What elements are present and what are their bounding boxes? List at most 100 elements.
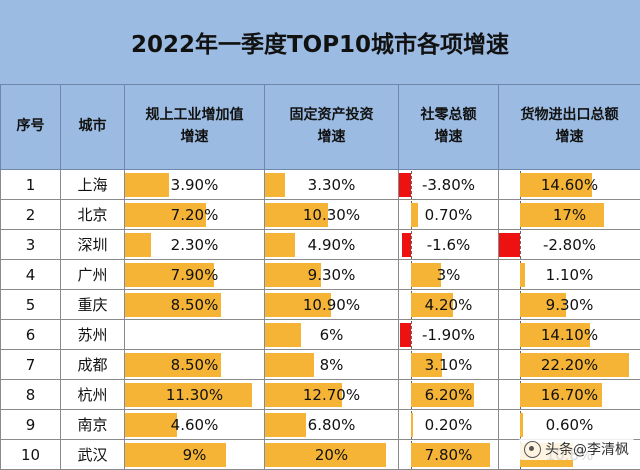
- cell-value: 4.20%: [399, 291, 498, 319]
- watermark: 头条@李清枫: [519, 438, 634, 460]
- cell-industry: 8.50%: [125, 350, 265, 380]
- cell-industry: 4.60%: [125, 410, 265, 440]
- cell-retail: 4.20%: [399, 290, 499, 320]
- cell-value: -3.80%: [399, 171, 498, 199]
- row-city: 武汉: [61, 440, 125, 470]
- header-seq: 序号: [1, 85, 61, 170]
- cell-value: 6%: [265, 321, 398, 349]
- cell-retail: 0.70%: [399, 200, 499, 230]
- row-seq: 1: [1, 170, 61, 200]
- cell-value: 3.90%: [125, 171, 264, 199]
- cell-value: 7.80%: [399, 441, 498, 469]
- cell-retail: 3.10%: [399, 350, 499, 380]
- cell-value: 0.70%: [399, 201, 498, 229]
- header-investment: 固定资产投资增速: [265, 85, 399, 170]
- cell-value: 8%: [265, 351, 398, 379]
- row-city: 重庆: [61, 290, 125, 320]
- row-seq: 5: [1, 290, 61, 320]
- cell-trade: 14.60%: [499, 170, 640, 200]
- cell-value: 9.30%: [499, 291, 640, 319]
- row-seq: 6: [1, 320, 61, 350]
- row-seq: 3: [1, 230, 61, 260]
- cell-value: 0.20%: [399, 411, 498, 439]
- cell-value: 1.10%: [499, 261, 640, 289]
- watermark-text: 头条@李清枫: [545, 439, 629, 459]
- row-city: 成都: [61, 350, 125, 380]
- cell-trade: 0.60%: [499, 410, 640, 440]
- cell-trade: -2.80%: [499, 230, 640, 260]
- cell-trade: 14.10%: [499, 320, 640, 350]
- cell-industry: [125, 320, 265, 350]
- cell-industry: 11.30%: [125, 380, 265, 410]
- cell-value: 4.60%: [125, 411, 264, 439]
- cell-investment: 20%: [265, 440, 399, 470]
- row-city: 苏州: [61, 320, 125, 350]
- row-seq: 4: [1, 260, 61, 290]
- cell-industry: 8.50%: [125, 290, 265, 320]
- cell-retail: 7.80%: [399, 440, 499, 470]
- cell-value: 6.20%: [399, 381, 498, 409]
- cell-value: 7.90%: [125, 261, 264, 289]
- cell-retail: 6.20%: [399, 380, 499, 410]
- cell-investment: 12.70%: [265, 380, 399, 410]
- cell-investment: 9.30%: [265, 260, 399, 290]
- cell-industry: 7.20%: [125, 200, 265, 230]
- row-seq: 2: [1, 200, 61, 230]
- cell-trade: 1.10%: [499, 260, 640, 290]
- cell-value: 6.80%: [265, 411, 398, 439]
- row-seq: 10: [1, 440, 61, 470]
- page-title: 2022年一季度TOP10城市各项增速: [0, 0, 640, 85]
- cell-investment: 6%: [265, 320, 399, 350]
- cell-retail: 3%: [399, 260, 499, 290]
- cell-value: 2.30%: [125, 231, 264, 259]
- cell-value: 3%: [399, 261, 498, 289]
- cell-investment: 10.90%: [265, 290, 399, 320]
- cell-value: 8.50%: [125, 291, 264, 319]
- cell-investment: 8%: [265, 350, 399, 380]
- cell-value: -2.80%: [499, 231, 640, 259]
- cell-value: 12.70%: [265, 381, 398, 409]
- cell-value: 4.90%: [265, 231, 398, 259]
- cell-retail: -3.80%: [399, 170, 499, 200]
- cell-value: 16.70%: [499, 381, 640, 409]
- cell-value: 14.60%: [499, 171, 640, 199]
- row-city: 广州: [61, 260, 125, 290]
- row-seq: 9: [1, 410, 61, 440]
- cell-retail: -1.90%: [399, 320, 499, 350]
- cell-trade: 9.30%: [499, 290, 640, 320]
- cell-investment: 4.90%: [265, 230, 399, 260]
- cell-value: 9.30%: [265, 261, 398, 289]
- cell-industry: 3.90%: [125, 170, 265, 200]
- cell-value: 3.30%: [265, 171, 398, 199]
- cell-value: 20%: [265, 441, 398, 469]
- cell-value: 8.50%: [125, 351, 264, 379]
- row-seq: 7: [1, 350, 61, 380]
- table-header-row: 序号 城市 规上工业增加值增速 固定资产投资增速 社零总额增速 货物进出口总额增…: [1, 85, 640, 170]
- cell-industry: 7.90%: [125, 260, 265, 290]
- row-city: 杭州: [61, 380, 125, 410]
- header-city: 城市: [61, 85, 125, 170]
- cell-value: 10.30%: [265, 201, 398, 229]
- cell-investment: 3.30%: [265, 170, 399, 200]
- row-city: 北京: [61, 200, 125, 230]
- cell-value: 7.20%: [125, 201, 264, 229]
- cell-value: -1.90%: [399, 321, 498, 349]
- header-trade: 货物进出口总额增速: [499, 85, 640, 170]
- cell-value: -1.6%: [399, 231, 498, 259]
- header-retail: 社零总额增速: [399, 85, 499, 170]
- cell-trade: 22.20%: [499, 350, 640, 380]
- cell-investment: 10.30%: [265, 200, 399, 230]
- cell-value: 14.10%: [499, 321, 640, 349]
- cell-retail: 0.20%: [399, 410, 499, 440]
- cell-retail: -1.6%: [399, 230, 499, 260]
- cell-value: 17%: [499, 201, 640, 229]
- cell-value: 11.30%: [125, 381, 264, 409]
